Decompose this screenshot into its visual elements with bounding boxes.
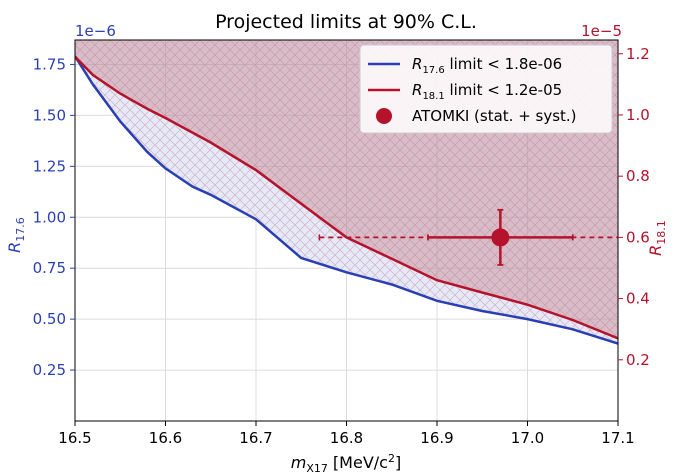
legend-r181-sub: 18.1 xyxy=(422,91,444,102)
right-tick-label: 0.4 xyxy=(626,290,650,308)
legend-entry-r176: R17.6 limit < 1.8e-06 xyxy=(412,55,562,76)
legend-r176-sub: 17.6 xyxy=(422,65,444,76)
legend-r181-main: R xyxy=(412,81,422,99)
left-tick-label: 0.75 xyxy=(33,259,66,277)
right-tick-label: 1.0 xyxy=(626,106,650,124)
right-axis-label: R18.1 xyxy=(646,220,668,256)
x-axis-label-unit-sup: 2 xyxy=(388,452,395,465)
right-axis-scale-label: 1e−5 xyxy=(581,22,622,40)
right-tick-label: 0.2 xyxy=(626,351,650,369)
x-tick-label: 17.0 xyxy=(511,429,544,447)
left-axis-label-main: R xyxy=(5,242,24,253)
left-axis-ticks: 0.25 0.50 0.75 1.00 1.25 1.50 1.75 xyxy=(33,55,75,379)
x-tick-label: 17.1 xyxy=(601,429,634,447)
left-tick-label: 0.50 xyxy=(33,310,66,328)
x-tick-label: 16.6 xyxy=(149,429,182,447)
legend-r181-rest: limit < 1.2e-05 xyxy=(445,81,562,99)
left-tick-label: 0.25 xyxy=(33,361,66,379)
x-tick-label: 16.7 xyxy=(239,429,272,447)
left-axis-label: R17.6 xyxy=(5,217,27,253)
x-axis-label-unit: [MeV/c xyxy=(333,453,388,472)
legend-r176-rest: limit < 1.8e-06 xyxy=(445,55,562,73)
atomki-marker xyxy=(318,208,618,266)
series-lines xyxy=(75,55,618,345)
x-axis-label-main: m xyxy=(291,453,307,472)
legend-swatch-atomki xyxy=(376,108,392,124)
left-axis-scale-label: 1e−6 xyxy=(75,22,116,40)
legend-box xyxy=(359,44,613,134)
x-axis-label-close: ] xyxy=(395,453,401,472)
right-axis-label-main: R xyxy=(646,245,665,256)
right-tick-label: 0.6 xyxy=(626,228,650,246)
atomki-point xyxy=(491,228,510,247)
x-tick-label: 16.8 xyxy=(330,429,363,447)
legend-entry-atomki: ATOMKI (stat. + syst.) xyxy=(412,107,577,125)
legend-entry-r181: R18.1 limit < 1.2e-05 xyxy=(412,81,562,102)
left-tick-label: 1.50 xyxy=(33,106,66,124)
left-tick-label: 1.25 xyxy=(33,157,66,175)
x-axis-label-sub: X17 xyxy=(306,462,328,475)
series-line-r176 xyxy=(75,55,618,345)
x-axis-ticks: 16.5 16.6 16.7 16.8 16.9 17.0 17.1 xyxy=(58,421,635,447)
chart-title: Projected limits at 90% C.L. xyxy=(215,11,477,33)
right-tick-label: 1.2 xyxy=(626,45,650,63)
legend-r176-main: R xyxy=(412,55,422,73)
x-axis-label: mX17 [MeV/c2] xyxy=(291,452,401,475)
left-axis-label-sub: 17.6 xyxy=(14,217,27,242)
right-axis-label-sub: 18.1 xyxy=(655,220,668,245)
legend: R17.6 limit < 1.8e-06 R18.1 limit < 1.2e… xyxy=(359,44,613,134)
x-tick-label: 16.5 xyxy=(58,429,91,447)
left-tick-label: 1.75 xyxy=(33,55,66,73)
x-tick-label: 16.9 xyxy=(420,429,453,447)
right-tick-label: 0.8 xyxy=(626,167,650,185)
right-axis-ticks: 0.2 0.4 0.6 0.8 1.0 1.2 xyxy=(618,45,650,369)
left-tick-label: 1.00 xyxy=(33,208,66,226)
series-line-r181 xyxy=(75,55,618,340)
